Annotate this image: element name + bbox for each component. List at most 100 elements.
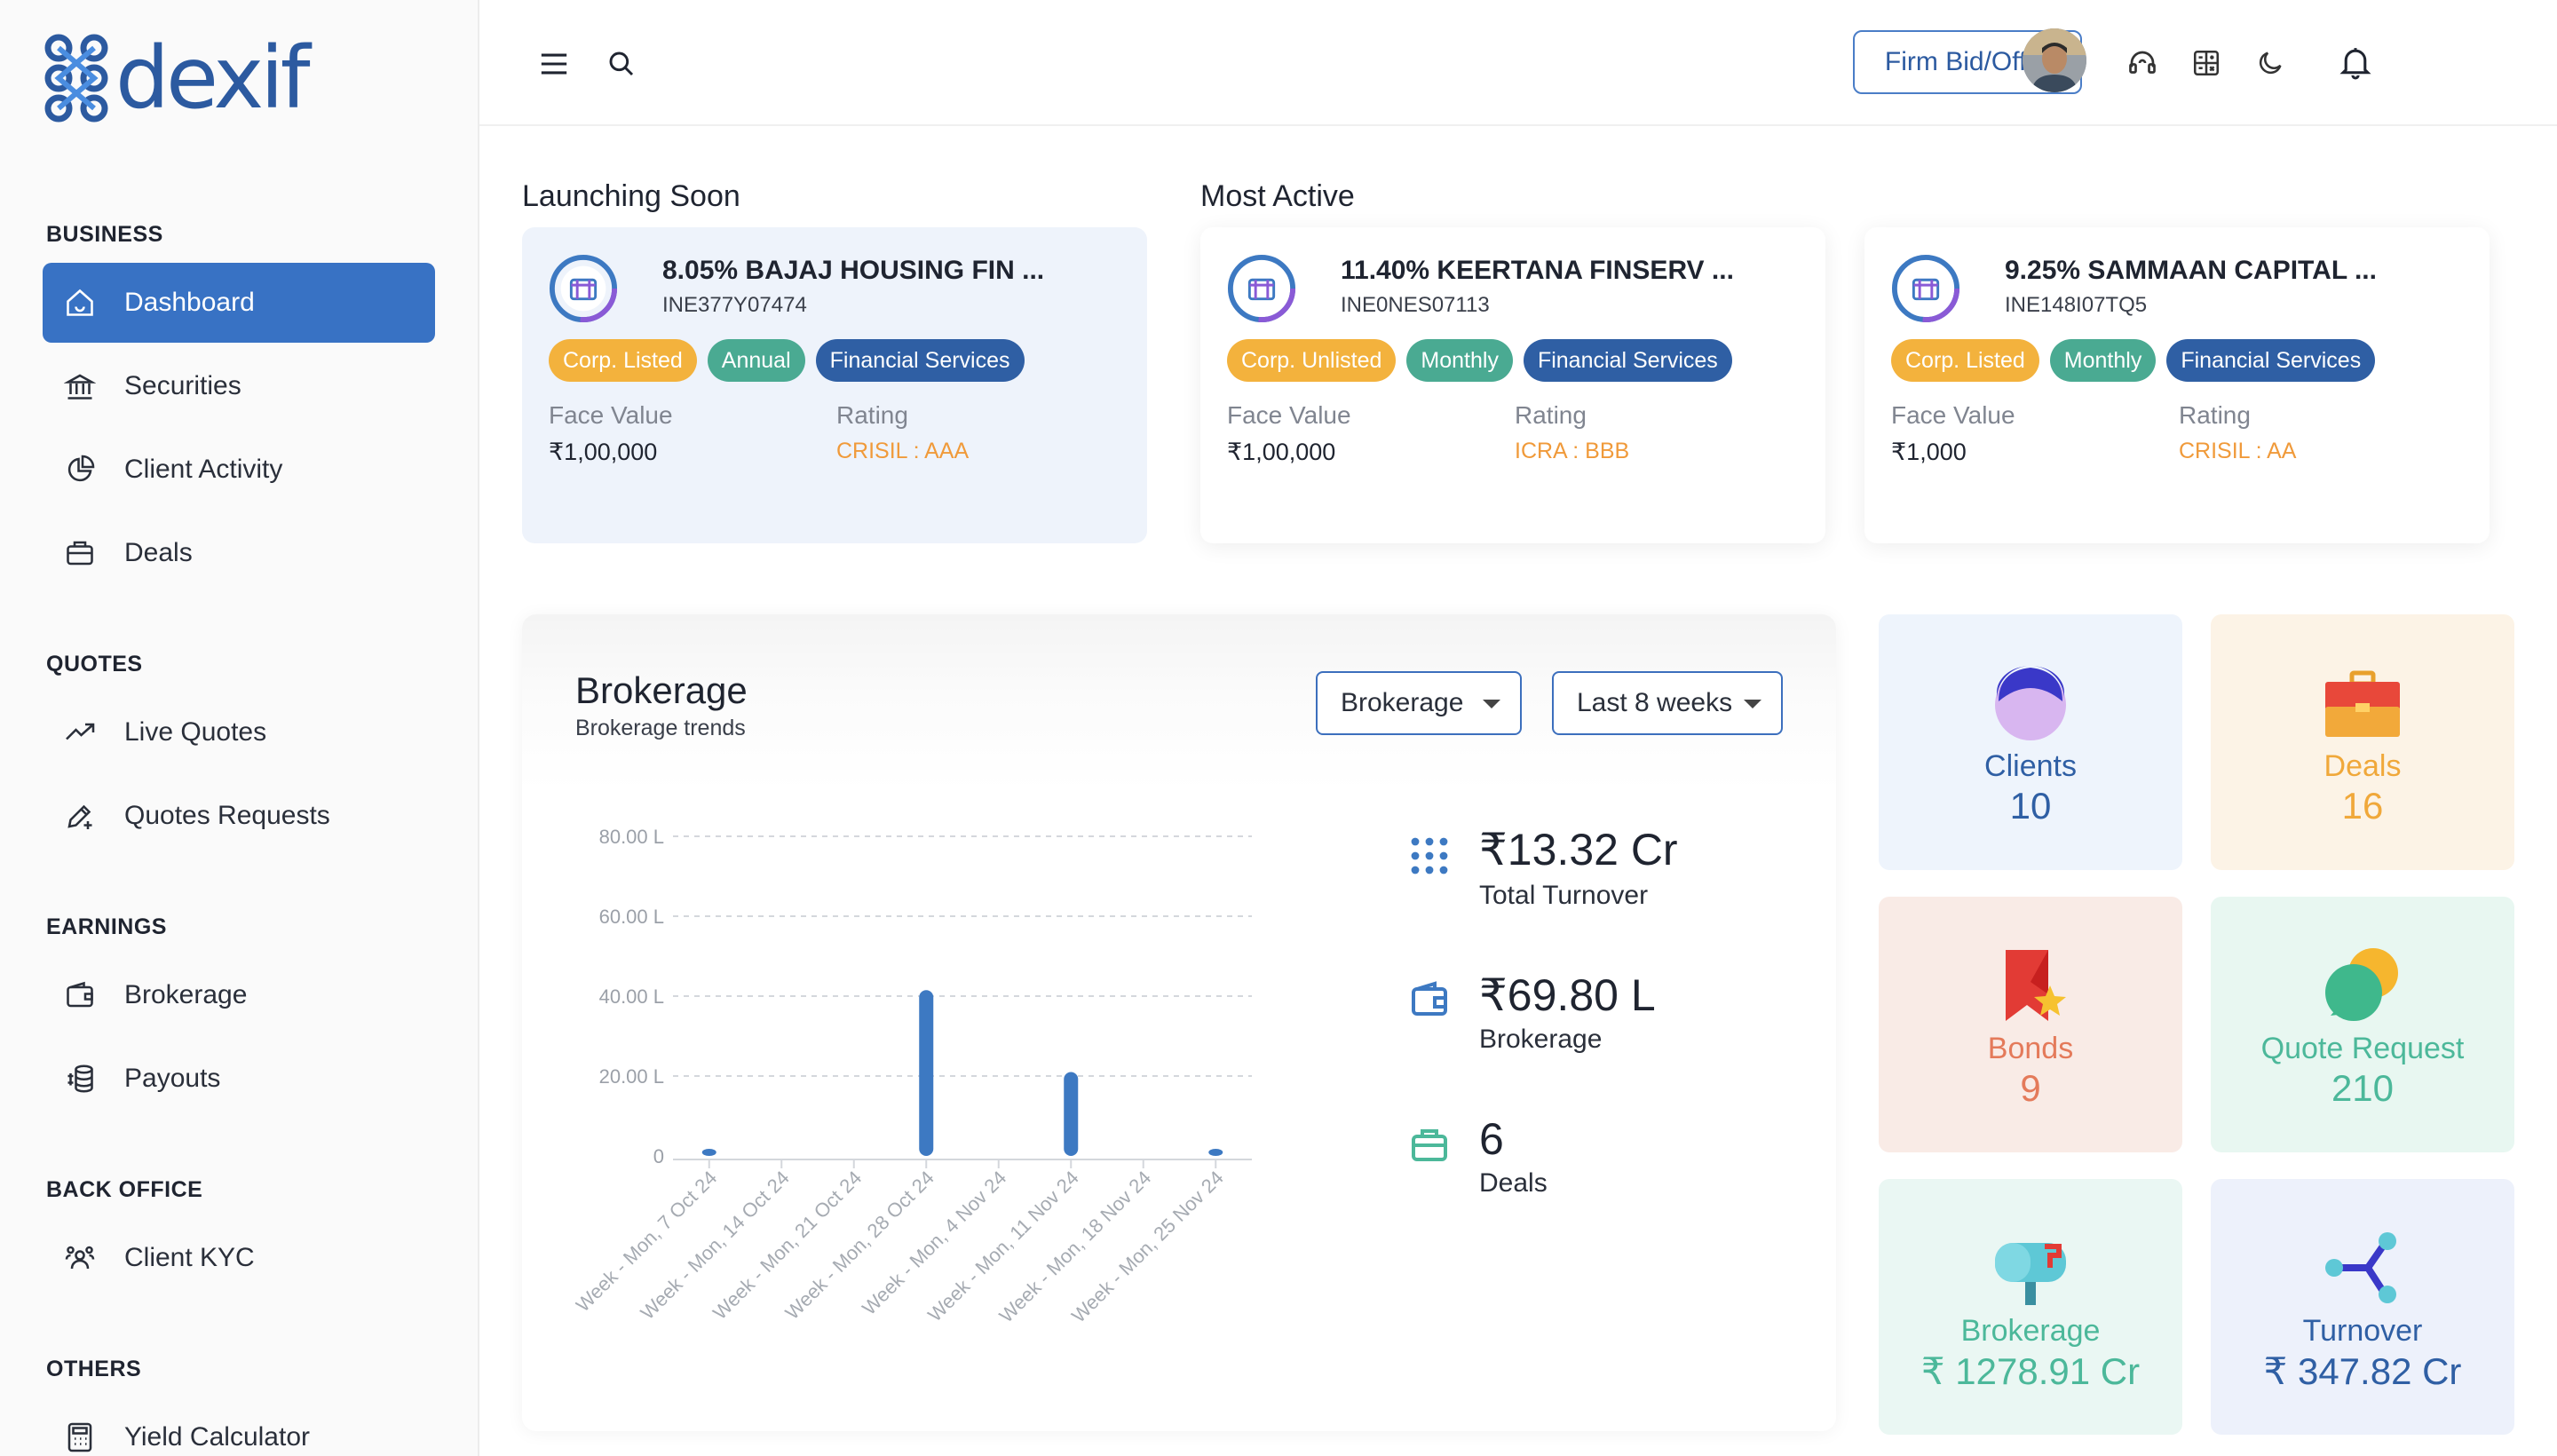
tile-turnover[interactable]: Turnover ₹ 347.82 Cr	[2211, 1179, 2514, 1435]
section-title-others: OTHERS	[46, 1357, 142, 1381]
pie-chart-icon	[60, 450, 99, 489]
tile-label: Turnover	[2302, 1314, 2423, 1348]
bond-isin: INE148I07TQ5	[2005, 293, 2148, 317]
bar[interactable]	[919, 990, 934, 1156]
wallet-icon	[60, 976, 99, 1015]
nav-label: Live Quotes	[124, 717, 267, 747]
share-arrows-icon	[2325, 1232, 2396, 1303]
nav-label: Deals	[124, 538, 193, 567]
brokerage-bar-chart: 0 20.00 L 40.00 L 60.00 L 80.00 L Week - Mon,…	[575, 826, 1252, 1327]
bar[interactable]	[1064, 1072, 1079, 1157]
section-title-back-office: BACK OFFICE	[46, 1177, 203, 1202]
face-value-label: Face Value	[549, 401, 673, 429]
brokerage-panel-subtitle: Brokerage trends	[575, 716, 746, 740]
face-value: ₹1,000	[1891, 439, 1967, 465]
tile-value: 16	[2341, 785, 2384, 827]
chevron-down-icon	[1744, 700, 1761, 708]
chevron-down-icon	[1483, 700, 1500, 708]
nav-label: Client Activity	[124, 455, 283, 484]
brokerage-stat-label: Brokerage	[1479, 1025, 1603, 1054]
x-tick-label: Week - Mon, 21 Oct 24	[709, 1167, 866, 1324]
bell-icon[interactable]	[2331, 39, 2379, 87]
tile-value: ₹ 1278.91 Cr	[1920, 1350, 2141, 1392]
period-select[interactable]: Last 8 weeks	[1552, 671, 1783, 735]
tag-frequency: Annual	[707, 339, 805, 382]
y-tick-label: 20.00 L	[599, 1065, 664, 1088]
nav-dashboard[interactable]: Dashboard	[43, 263, 435, 343]
nav-label: Yield Calculator	[124, 1422, 310, 1452]
x-tick-label: Week - Mon, 25 Nov 24	[1067, 1167, 1228, 1327]
tag-frequency: Monthly	[2049, 339, 2157, 382]
brokerage-panel: Brokerage Brokerage trends Brokerage Las…	[522, 614, 1836, 1431]
nav-brokerage[interactable]: Brokerage	[43, 955, 435, 1035]
bar[interactable]	[701, 1149, 716, 1156]
rating-value: CRISIL : AAA	[836, 439, 970, 463]
calculator-icon	[60, 1418, 99, 1456]
dexif-mark-icon	[44, 34, 108, 123]
tag-frequency: Monthly	[1406, 339, 1513, 382]
total-turnover-label: Total Turnover	[1479, 881, 1649, 910]
most-active-title: Most Active	[1200, 179, 1355, 213]
tile-bonds[interactable]: Bonds 9	[1879, 897, 2182, 1152]
x-tick-label: Week - Mon, 28 Oct 24	[780, 1167, 938, 1324]
nav-label: Client KYC	[124, 1243, 255, 1272]
face-value: ₹1,00,000	[549, 439, 658, 465]
rating-label: Rating	[836, 401, 908, 429]
bond-logo-icon	[549, 254, 618, 323]
bond-name: 8.05% BAJAJ HOUSING FIN ...	[662, 256, 1045, 285]
bond-name: 9.25% SAMMAAN CAPITAL ...	[2005, 256, 2377, 285]
y-tick-label: 80.00 L	[599, 826, 664, 848]
face-value-label: Face Value	[1891, 401, 2015, 429]
tile-label: Deals	[2323, 749, 2402, 783]
briefcase-icon	[2325, 670, 2400, 737]
search-icon[interactable]	[602, 44, 641, 83]
nav-payouts[interactable]: Payouts	[43, 1039, 435, 1119]
tile-deals[interactable]: Deals 16	[2211, 614, 2514, 870]
bond-logo-icon	[1891, 254, 1960, 323]
bookmark-star-icon	[2006, 950, 2066, 1021]
chat-bubbles-icon	[2325, 948, 2398, 1021]
bond-card-most-active-2[interactable]: 9.25% SAMMAAN CAPITAL ... INE148I07TQ5 C…	[1864, 227, 2490, 543]
tile-value: ₹ 347.82 Cr	[2263, 1350, 2462, 1392]
bond-isin: INE377Y07474	[662, 293, 807, 317]
tag-sector: Financial Services	[1523, 339, 1732, 382]
calculator-icon[interactable]	[2184, 41, 2228, 85]
nav-yield-calculator[interactable]: Yield Calculator	[43, 1397, 435, 1456]
tile-clients[interactable]: Clients 10	[1879, 614, 2182, 870]
bar[interactable]	[1208, 1149, 1223, 1156]
tile-value: 9	[2020, 1067, 2041, 1109]
tile-label: Brokerage	[1960, 1314, 2101, 1348]
tile-label: Bonds	[1987, 1032, 2074, 1065]
logo-wordmark: dexif	[115, 28, 311, 128]
headset-icon[interactable]	[2120, 41, 2165, 85]
x-tick-label: Week - Mon, 4 Nov 24	[858, 1167, 1010, 1319]
grid-dots-icon	[1411, 837, 1448, 874]
metric-select[interactable]: Brokerage	[1316, 671, 1522, 735]
nav-quotes-requests[interactable]: Quotes Requests	[43, 776, 435, 856]
nav-client-kyc[interactable]: Client KYC	[43, 1218, 435, 1298]
bond-card-most-active-1[interactable]: 11.40% KEERTANA FINSERV ... INE0NES07113…	[1200, 227, 1825, 543]
tag-listing: Corp. Listed	[1891, 339, 2039, 382]
bond-card-launching[interactable]: 8.05% BAJAJ HOUSING FIN ... INE377Y07474…	[522, 227, 1147, 543]
nav-live-quotes[interactable]: Live Quotes	[43, 692, 435, 772]
nav-securities[interactable]: Securities	[43, 346, 435, 426]
menu-icon[interactable]	[534, 44, 574, 83]
period-select-value: Last 8 weeks	[1577, 688, 1733, 717]
tile-quote-request[interactable]: Quote Request 210	[2211, 897, 2514, 1152]
rating-value: ICRA : BBB	[1515, 439, 1630, 463]
y-tick-label: 0	[653, 1145, 664, 1167]
nav-client-activity[interactable]: Client Activity	[43, 430, 435, 510]
nav-label: Brokerage	[124, 980, 248, 1009]
x-tick-label: Week - Mon, 7 Oct 24	[575, 1167, 721, 1317]
nav-label: Quotes Requests	[124, 801, 330, 830]
nav-label: Securities	[124, 371, 241, 400]
trending-up-icon	[60, 713, 99, 752]
moon-icon[interactable]	[2248, 41, 2292, 85]
dexif-logo[interactable]: dexif	[43, 28, 311, 128]
user-avatar[interactable]	[2023, 28, 2086, 92]
nav-deals[interactable]: Deals	[43, 513, 435, 593]
home-icon	[60, 283, 99, 322]
tag-listing: Corp. Listed	[549, 339, 697, 382]
tile-brokerage[interactable]: Brokerage ₹ 1278.91 Cr	[1879, 1179, 2182, 1435]
users-icon	[60, 1238, 99, 1278]
